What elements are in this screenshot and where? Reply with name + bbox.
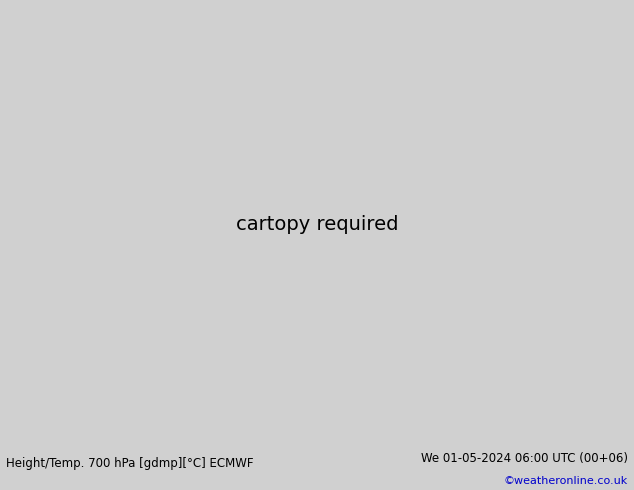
Text: ©weatheronline.co.uk: ©weatheronline.co.uk (503, 476, 628, 486)
Text: cartopy required: cartopy required (236, 216, 398, 234)
Text: Height/Temp. 700 hPa [gdmp][°C] ECMWF: Height/Temp. 700 hPa [gdmp][°C] ECMWF (6, 457, 254, 470)
Text: We 01-05-2024 06:00 UTC (00+06): We 01-05-2024 06:00 UTC (00+06) (421, 452, 628, 465)
